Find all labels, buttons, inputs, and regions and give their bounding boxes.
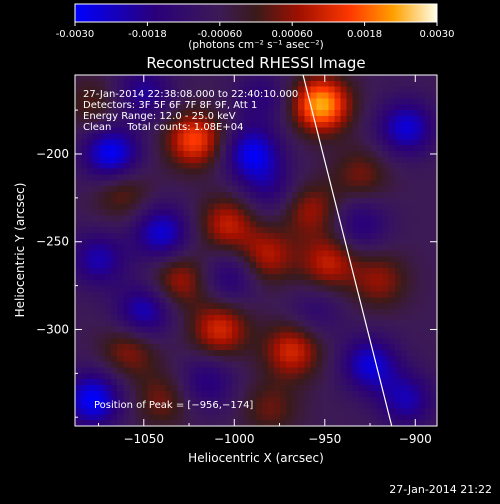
colorbar-tick-label: -0.0018 bbox=[128, 29, 167, 40]
x-axis-label: Heliocentric X (arcsec) bbox=[188, 451, 324, 465]
info-detectors: Detectors: 3F 5F 6F 7F 8F 9F, Att 1 bbox=[83, 100, 257, 111]
y-tick-label: −200 bbox=[36, 147, 69, 161]
info-energy-range: Energy Range: 12.0 - 25.0 keV bbox=[83, 111, 236, 122]
plot-frame bbox=[74, 74, 438, 427]
info-text: 27-Jan-2014 22:38:08.000 to 22:40:10.000… bbox=[83, 89, 298, 133]
colorbar-tick-label: 0.00060 bbox=[272, 29, 313, 40]
colorbar-tick-label: 0.0018 bbox=[347, 29, 382, 40]
y-axis-label: Heliocentric Y (arcsec) bbox=[13, 183, 27, 318]
colorbar-gradient bbox=[74, 3, 438, 23]
x-tick-label: −1050 bbox=[123, 432, 164, 446]
y-tick-label: −300 bbox=[36, 322, 69, 336]
x-tick-label: −950 bbox=[308, 432, 341, 446]
colorbar-tick-label: -0.00060 bbox=[197, 29, 242, 40]
info-time-range: 27-Jan-2014 22:38:08.000 to 22:40:10.000 bbox=[83, 89, 298, 100]
chart-title: Reconstructed RHESSI Image bbox=[146, 54, 365, 72]
colorbar-tick-label: 0.0030 bbox=[420, 29, 455, 40]
colorbar: -0.0030 -0.0018 -0.00060 0.00060 0.0018 0.003… bbox=[56, 3, 455, 51]
colorbar-tick-label: -0.0030 bbox=[56, 29, 95, 40]
y-tick-label: −250 bbox=[36, 235, 69, 249]
colorbar-unit-label: (photons cm⁻² s⁻¹ asec⁻²) bbox=[188, 39, 323, 51]
axis-ticks: −1050 −1000 −950 −900 −300 −250 −200 bbox=[36, 75, 437, 446]
x-tick-label: −900 bbox=[399, 432, 432, 446]
solar-limb-line bbox=[302, 75, 393, 426]
plot-area: −1050 −1000 −950 −900 −300 −250 −200 bbox=[36, 74, 438, 446]
peak-position-label: Position of Peak = [−956,−174] bbox=[94, 400, 253, 411]
colorbar-ticks: -0.0030 -0.0018 -0.00060 0.00060 0.0018 0.003… bbox=[56, 22, 455, 40]
x-tick-label: −1000 bbox=[214, 432, 255, 446]
timestamp: 27-Jan-2014 21:22 bbox=[389, 483, 492, 496]
info-total-counts: Clean Total counts: 1.08E+04 bbox=[83, 122, 243, 133]
